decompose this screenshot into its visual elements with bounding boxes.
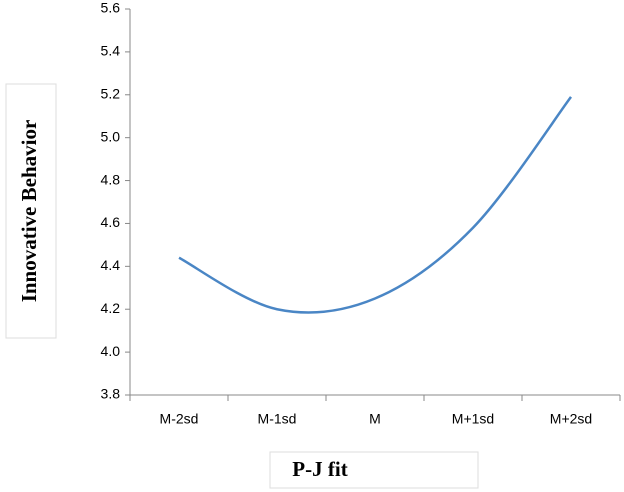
x-tick-label: M+2sd <box>550 411 592 427</box>
y-tick-label: 4.6 <box>101 214 121 230</box>
y-tick-label: 5.4 <box>101 43 121 59</box>
y-tick-label: 5.0 <box>101 128 121 144</box>
y-tick-label: 5.6 <box>101 0 121 16</box>
y-tick-label: 5.2 <box>101 85 121 101</box>
x-tick-label: M-2sd <box>160 411 199 427</box>
y-tick-label: 3.8 <box>101 386 121 402</box>
x-tick-label: M+1sd <box>452 411 494 427</box>
y-axis-title: Innovative Behavior <box>17 120 41 303</box>
x-axis-title: P-J fit <box>292 457 347 481</box>
y-tick-label: 4.0 <box>101 343 121 359</box>
x-tick-label: M <box>369 411 381 427</box>
y-title-box <box>5 83 57 339</box>
y-tick-label: 4.2 <box>101 300 121 316</box>
y-tick-label: 4.4 <box>101 257 121 273</box>
line <box>178 96 573 314</box>
x-tick-label: M-1sd <box>258 411 297 427</box>
y-tick-label: 4.8 <box>101 171 121 187</box>
x-title-box <box>269 451 479 489</box>
